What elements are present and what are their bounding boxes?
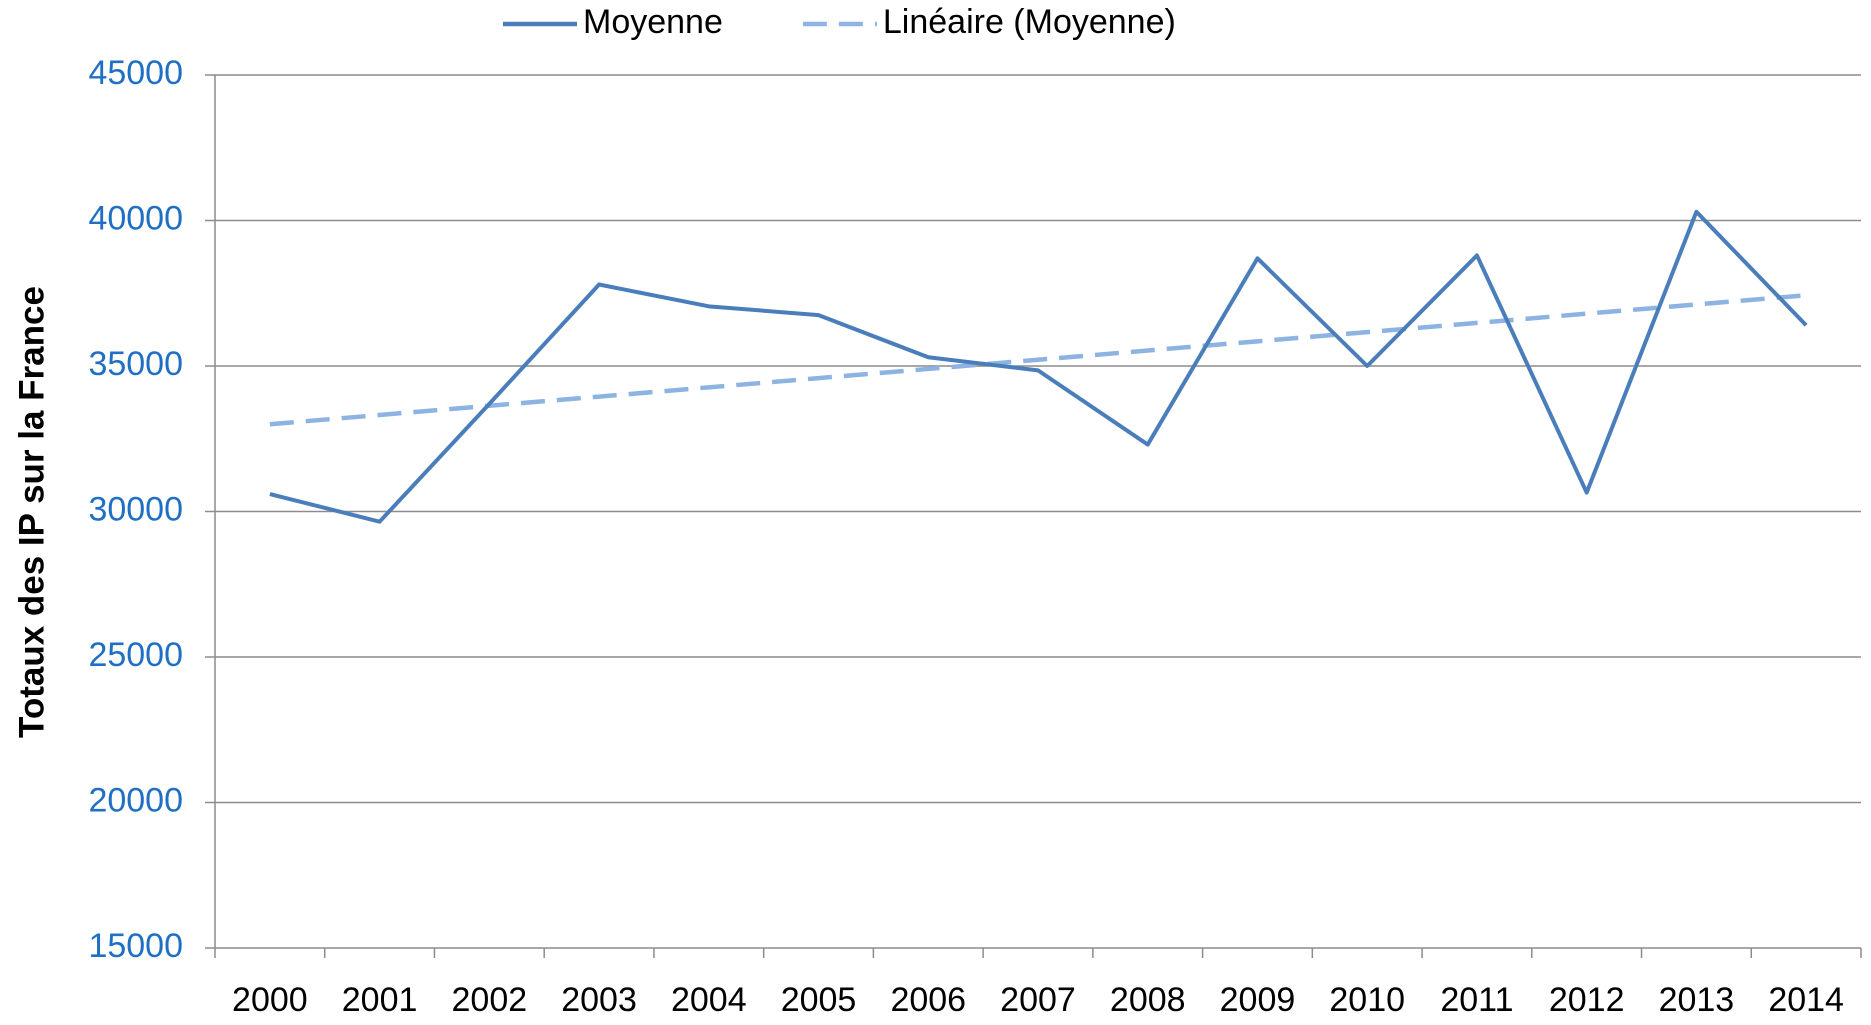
y-tick-label: 35000	[88, 345, 183, 383]
y-axis-label: Totaux des IP sur la France	[12, 286, 51, 738]
x-tick-label: 2011	[1440, 981, 1513, 1019]
x-tick-label: 2014	[1768, 981, 1844, 1019]
x-tick-label: 2012	[1549, 981, 1625, 1019]
x-tick-label: 2005	[781, 981, 857, 1019]
x-tick-label: 2006	[890, 981, 966, 1019]
x-tick-label: 2009	[1220, 981, 1296, 1019]
x-tick-label: 2013	[1659, 981, 1735, 1019]
series-line	[269, 209, 1808, 524]
trend-line	[269, 293, 1807, 427]
legend-label: Moyenne	[583, 3, 723, 41]
x-tick-label: 2003	[561, 981, 637, 1019]
y-tick-label: 30000	[88, 490, 183, 528]
x-tick-label: 2004	[671, 981, 747, 1019]
y-tick-label: 45000	[88, 54, 183, 92]
y-tick-label: 40000	[88, 199, 183, 237]
y-tick-label: 20000	[88, 781, 183, 819]
x-tick-label: 2007	[1000, 981, 1076, 1019]
x-tick-label: 2000	[232, 981, 308, 1019]
y-tick-label: 15000	[88, 927, 183, 965]
legend-label: Linéaire (Moyenne)	[883, 3, 1176, 41]
x-tick-label: 2001	[342, 981, 418, 1019]
y-tick-label: 25000	[88, 636, 183, 674]
x-tick-label: 2002	[452, 981, 528, 1019]
x-tick-label: 2008	[1110, 981, 1186, 1019]
x-tick-label: 2010	[1329, 981, 1405, 1019]
